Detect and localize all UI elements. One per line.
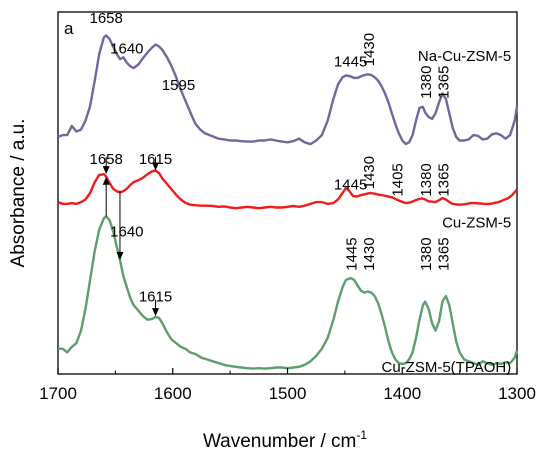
x-axis-title-superscript: -1 <box>356 428 367 442</box>
panel-label: a <box>64 19 74 38</box>
peak-label: 1430 <box>361 237 378 270</box>
x-tick-label: 1700 <box>39 384 77 403</box>
peak-label: 1445 <box>334 176 367 193</box>
peak-label: 1615 <box>139 289 172 306</box>
peak-label: 1445 <box>334 53 367 70</box>
series-label: Na-Cu-ZSM-5 <box>418 48 511 65</box>
series-label: Cu-ZSM-5 <box>442 214 511 231</box>
x-tick-label: 1400 <box>383 384 421 403</box>
series-line-na-cu-zsm-5 <box>57 34 519 146</box>
x-tick-label: 1500 <box>269 384 307 403</box>
x-tick-label: 1600 <box>154 384 192 403</box>
peak-label: 1405 <box>390 163 407 196</box>
peak-label: 1365 <box>435 163 452 196</box>
peak-label: 1380 <box>418 66 435 99</box>
peak-label: 1595 <box>162 77 195 94</box>
series-line-cu-zsm-5 <box>57 169 518 210</box>
peak-label: 1365 <box>435 237 452 270</box>
arrow-head <box>152 308 160 317</box>
series-label: Cu-ZSM-5(TPAOH) <box>382 359 512 376</box>
peak-label: 1658 <box>90 10 123 27</box>
series-line-cu-zsm-5-tpaoh <box>58 215 519 370</box>
peak-label: 1380 <box>418 237 435 270</box>
arrow-head <box>102 166 110 175</box>
peak-label: 1380 <box>418 163 435 196</box>
peak-label: 1430 <box>361 33 378 66</box>
y-axis-title: Absorbance / a.u. <box>8 119 29 268</box>
arrow-layer <box>102 156 160 317</box>
peak-label: 1365 <box>435 66 452 99</box>
peak-label: 1430 <box>361 156 378 189</box>
peak-label: 1640 <box>110 41 143 58</box>
peak-label: 1615 <box>139 151 172 168</box>
peak-label: 1658 <box>90 151 123 168</box>
peak-label: 1445 <box>344 237 361 270</box>
arrow-head <box>116 251 124 260</box>
arrow-head <box>102 176 110 185</box>
x-axis: 1700 1600 1500 1400 1300 <box>39 368 536 403</box>
x-axis-title: Wavenumber / cm-1 <box>203 428 367 452</box>
arrow-head <box>152 162 160 171</box>
x-tick-label: 1300 <box>498 384 536 403</box>
peak-label: 1640 <box>110 223 143 240</box>
series-layer <box>57 34 519 370</box>
